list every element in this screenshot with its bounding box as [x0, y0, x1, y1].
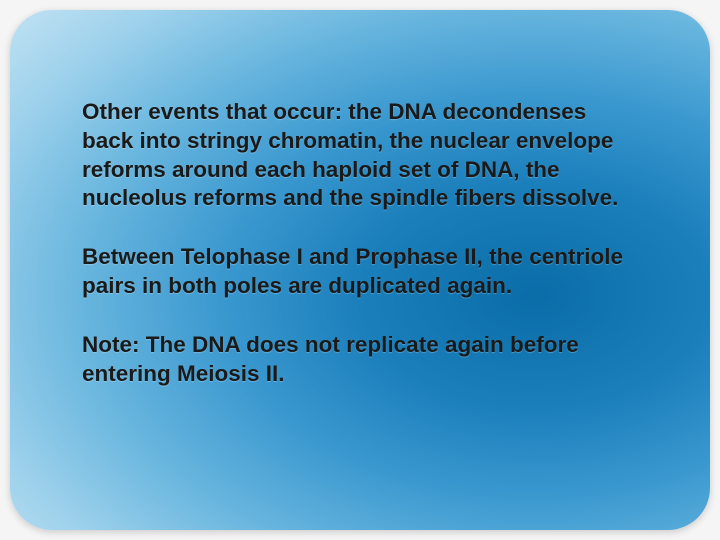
slide-card: Other events that occur: the DNA deconde… [10, 10, 710, 530]
paragraph-1: Other events that occur: the DNA deconde… [82, 98, 638, 213]
paragraph-3: Note: The DNA does not replicate again b… [82, 331, 638, 389]
paragraph-2: Between Telophase I and Prophase II, the… [82, 243, 638, 301]
